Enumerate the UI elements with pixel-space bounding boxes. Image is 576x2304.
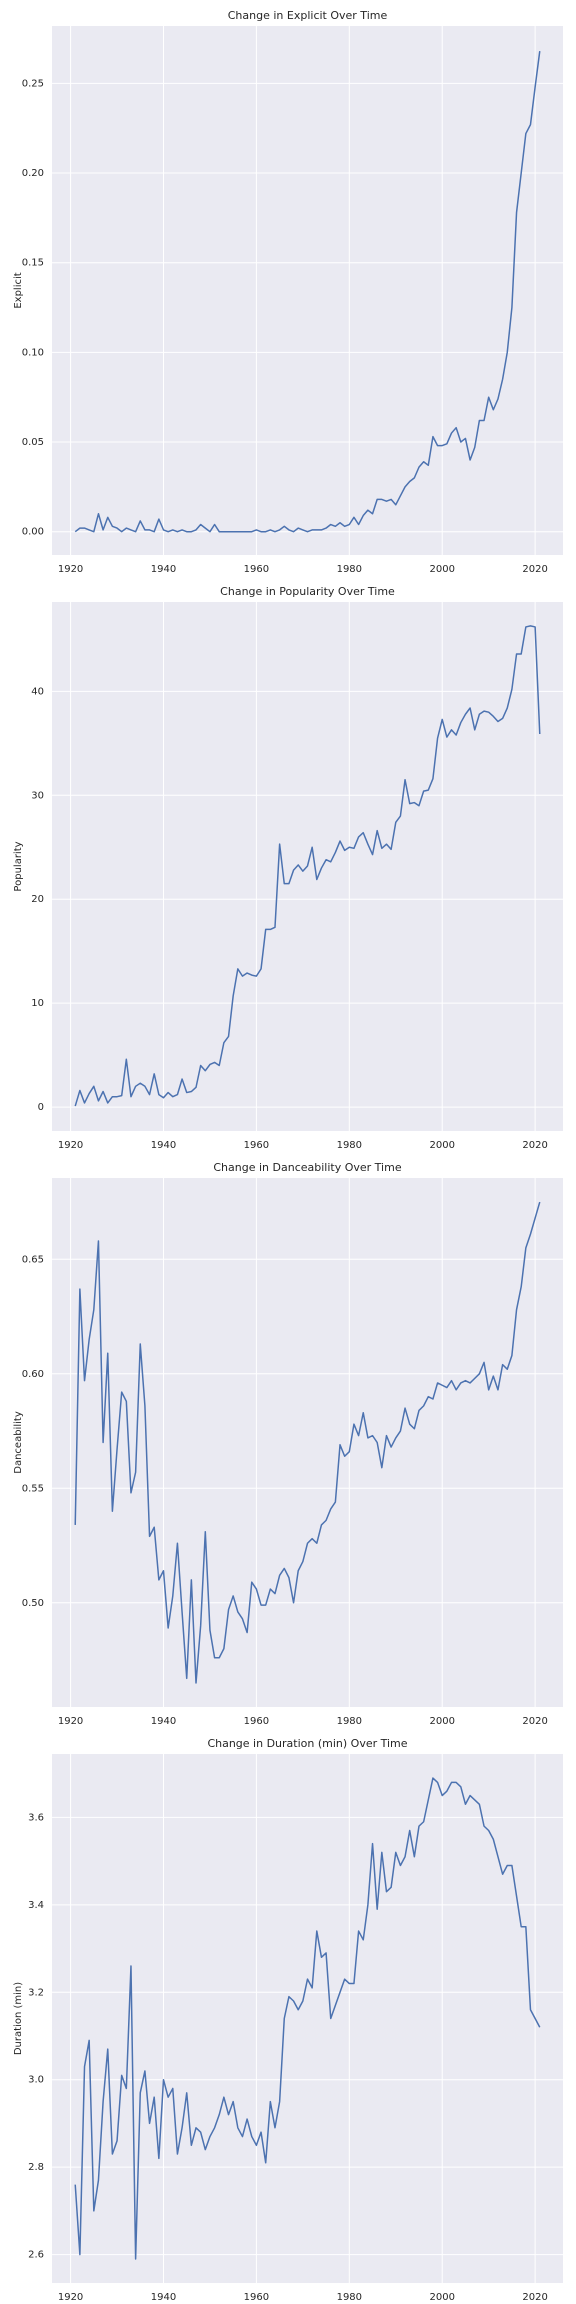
y-axis-label: Explicit bbox=[13, 272, 24, 308]
chart-title: Change in Duration (min) Over Time bbox=[207, 1737, 407, 1750]
y-tick-label: 2.8 bbox=[28, 2162, 44, 2173]
y-tick-label: 0.00 bbox=[22, 527, 44, 538]
y-tick-label: 3.6 bbox=[28, 1812, 44, 1823]
x-tick-label: 2000 bbox=[429, 2292, 454, 2303]
y-tick-label: 3.0 bbox=[28, 2075, 44, 2086]
y-tick-label: 3.2 bbox=[28, 1987, 44, 1998]
y-tick-label: 0.15 bbox=[22, 258, 44, 269]
chart-title: Change in Danceability Over Time bbox=[213, 1161, 401, 1174]
y-tick-label: 0.20 bbox=[22, 168, 44, 179]
x-tick-label: 2020 bbox=[522, 1140, 547, 1151]
x-tick-label: 1920 bbox=[58, 564, 83, 575]
data-line bbox=[74, 51, 541, 533]
x-tick-label: 2020 bbox=[522, 1716, 547, 1727]
x-tick-label: 1960 bbox=[244, 564, 269, 575]
x-tick-label: 2000 bbox=[429, 564, 454, 575]
x-tick-label: 1980 bbox=[337, 564, 362, 575]
y-axis-label: Popularity bbox=[13, 841, 24, 891]
y-tick-label: 0.50 bbox=[22, 1598, 44, 1609]
y-tick-label: 0.10 bbox=[22, 347, 44, 358]
x-tick-label: 1960 bbox=[244, 1140, 269, 1151]
x-tick-label: 1980 bbox=[337, 1140, 362, 1151]
y-tick-label: 0 bbox=[38, 1102, 44, 1113]
x-tick-label: 2000 bbox=[429, 1140, 454, 1151]
x-tick-label: 1940 bbox=[151, 1140, 176, 1151]
y-tick-label: 30 bbox=[31, 790, 44, 801]
x-tick-label: 2020 bbox=[522, 564, 547, 575]
y-tick-label: 3.4 bbox=[28, 1900, 44, 1911]
x-tick-label: 2020 bbox=[522, 2292, 547, 2303]
x-tick-label: 1980 bbox=[337, 2292, 362, 2303]
y-tick-label: 0.25 bbox=[22, 78, 44, 89]
x-tick-label: 1940 bbox=[151, 2292, 176, 2303]
x-tick-label: 1920 bbox=[58, 2292, 83, 2303]
y-tick-label: 20 bbox=[31, 894, 44, 905]
y-axis-label: Duration (min) bbox=[13, 1982, 24, 2055]
x-tick-label: 2000 bbox=[429, 1716, 454, 1727]
data-line bbox=[74, 1201, 541, 1684]
y-tick-label: 10 bbox=[31, 998, 44, 1009]
x-tick-label: 1960 bbox=[244, 1716, 269, 1727]
y-axis-label: Danceability bbox=[13, 1411, 24, 1474]
x-tick-label: 1940 bbox=[151, 564, 176, 575]
data-line bbox=[74, 1777, 541, 2260]
x-tick-label: 1940 bbox=[151, 1716, 176, 1727]
x-tick-label: 1960 bbox=[244, 2292, 269, 2303]
x-tick-label: 1920 bbox=[58, 1140, 83, 1151]
chart-title: Change in Explicit Over Time bbox=[228, 9, 388, 22]
y-tick-label: 0.65 bbox=[22, 1254, 44, 1265]
x-tick-label: 1980 bbox=[337, 1716, 362, 1727]
y-tick-label: 0.60 bbox=[22, 1369, 44, 1380]
x-tick-label: 1920 bbox=[58, 1716, 83, 1727]
y-tick-label: 40 bbox=[31, 686, 44, 697]
plot-area bbox=[52, 26, 563, 555]
y-tick-label: 0.05 bbox=[22, 437, 44, 448]
data-line bbox=[74, 625, 541, 1107]
chart-title: Change in Popularity Over Time bbox=[220, 585, 395, 598]
y-tick-label: 0.55 bbox=[22, 1483, 44, 1494]
y-tick-label: 2.6 bbox=[28, 2250, 44, 2261]
